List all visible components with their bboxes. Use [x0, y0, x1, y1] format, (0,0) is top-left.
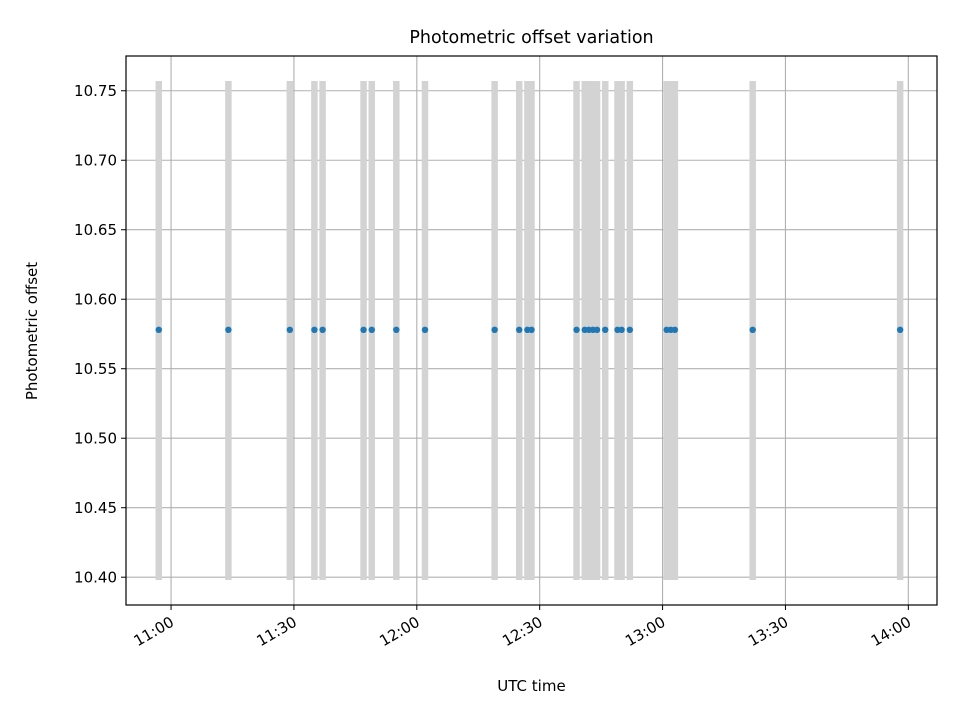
- data-point: [896, 326, 904, 334]
- data-point: [618, 326, 625, 334]
- data-point: [516, 326, 523, 334]
- data-point: [602, 326, 609, 334]
- data-points: [155, 326, 904, 334]
- data-point: [749, 326, 756, 334]
- x-axis-label: UTC time: [497, 677, 565, 695]
- data-point: [528, 326, 535, 334]
- data-point: [393, 326, 400, 334]
- plot-area-frame: [125, 55, 938, 606]
- y-axis-label: Photometric offset: [23, 262, 41, 400]
- data-point: [155, 326, 162, 334]
- y-tick-label: 10.45: [74, 499, 117, 517]
- y-tick-label: 10.40: [74, 569, 117, 587]
- chart-title: Photometric offset variation: [409, 28, 653, 48]
- y-tick-label: 10.60: [74, 291, 117, 309]
- data-point: [319, 326, 326, 334]
- data-point: [626, 326, 634, 334]
- data-point: [421, 326, 429, 334]
- data-point: [286, 326, 294, 334]
- y-tick-label: 10.70: [74, 152, 117, 170]
- y-tick-label: 10.75: [74, 82, 117, 100]
- data-point: [593, 326, 601, 334]
- data-point: [360, 326, 367, 334]
- data-point: [368, 326, 375, 334]
- y-tick-label: 10.50: [74, 430, 117, 448]
- y-axis-ticks: 10.40 10.45 10.50 10.55 10.60 10.65 10.70 10.75: [74, 82, 126, 587]
- data-point: [225, 326, 232, 334]
- y-tick-label: 10.65: [74, 221, 117, 239]
- data-point: [671, 326, 679, 334]
- data-point: [491, 326, 498, 334]
- data-point: [573, 326, 580, 334]
- y-tick-label: 10.55: [74, 360, 117, 378]
- data-point: [311, 326, 318, 334]
